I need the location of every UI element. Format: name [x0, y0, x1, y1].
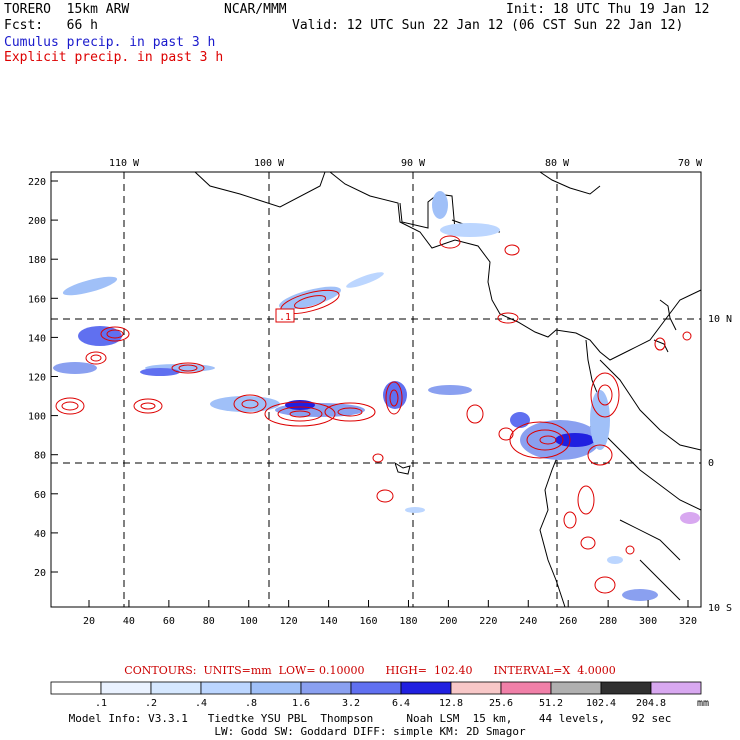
x-tick-label: 200: [439, 616, 457, 627]
colorbar-swatch: [150, 681, 202, 695]
y-tick-label: 80: [34, 451, 46, 462]
x-tick-label: 300: [639, 616, 657, 627]
org-label: NCAR/MMM: [224, 2, 287, 17]
colorbar-swatch: [50, 681, 102, 695]
colorbar-label: 25.6: [489, 698, 513, 709]
colorbar-label: 12.8: [439, 698, 463, 709]
y-tick-label: 160: [28, 294, 46, 305]
latitude-labels: 10 N 0 10 S: [708, 314, 732, 614]
colorbar-swatch: [200, 681, 252, 695]
model-info-line2: LW: Godd SW: Goddard DIFF: simple KM: 2D…: [214, 725, 526, 738]
x-tick-label: 100: [240, 616, 258, 627]
field-cumulus-label: Cumulus precip. in past 3 h: [4, 35, 216, 50]
model-title: TORERO 15km ARW: [4, 2, 130, 17]
x-tick-label: 180: [399, 616, 417, 627]
forecast-hour: Fcst: 66 h: [4, 18, 98, 33]
y-tick-label: 100: [28, 412, 46, 423]
y-tick-label: 140: [28, 333, 46, 344]
colorbar-unit: mm: [697, 698, 709, 709]
x-tick-label: 140: [320, 616, 338, 627]
lon-label: 100 W: [254, 158, 285, 169]
colorbar-swatch: [500, 681, 552, 695]
init-time: Init: 18 UTC Thu 19 Jan 12: [506, 2, 710, 17]
lon-label: 90 W: [401, 158, 426, 169]
lon-label: 110 W: [109, 158, 140, 169]
x-tick-label: 80: [203, 616, 215, 627]
colorbar-swatch: [600, 681, 652, 695]
x-tick-label: 60: [163, 616, 175, 627]
y-tick-label: 60: [34, 490, 46, 501]
y-tick-label: 120: [28, 373, 46, 384]
valid-time: Valid: 12 UTC Sun 22 Jan 12 (06 CST Sun …: [292, 18, 684, 33]
y-tick-label: 180: [28, 255, 46, 266]
x-tick-label: 280: [599, 616, 617, 627]
colorbar-label: .8: [245, 698, 257, 709]
low-marker-value: .1: [279, 312, 291, 323]
colorbar-label: 6.4: [392, 698, 410, 709]
x-tick-label: 240: [519, 616, 537, 627]
colorbar-label: .4: [195, 698, 207, 709]
x-tick-label: 320: [679, 616, 697, 627]
longitude-labels: 110 W 100 W 90 W 80 W 70 W: [109, 158, 703, 169]
field-explicit-label: Explicit precip. in past 3 h: [4, 50, 224, 65]
colorbar-swatch: [250, 681, 302, 695]
colorbar-label: 102.4: [586, 698, 616, 709]
map-frame: [50, 171, 702, 608]
x-tick-label: 220: [479, 616, 497, 627]
x-tick-label: 260: [559, 616, 577, 627]
model-info-line1: Model Info: V3.3.1 Tiedtke YSU PBL Thomp…: [68, 712, 672, 725]
colorbar-label: .2: [145, 698, 157, 709]
colorbar-label: 204.8: [636, 698, 666, 709]
x-tick-label: 40: [123, 616, 135, 627]
x-axis-ticks: 20 40 60 80 100 120 140 160 180 200 220 240 260 280 30…: [83, 600, 697, 627]
colorbar-swatch: [650, 681, 702, 695]
x-tick-label: 120: [280, 616, 298, 627]
y-tick-label: 40: [34, 529, 46, 540]
colorbar-label: 3.2: [342, 698, 360, 709]
lat-label: 10 N: [708, 314, 732, 325]
y-tick-label: 220: [28, 177, 46, 188]
colorbar: .1 .2 .4 .8 1.6 3.2 6.4 12.8 25.6 51.2 102.4 204.8: [50, 681, 702, 709]
colorbar-swatch: [400, 681, 452, 695]
x-tick-label: 20: [83, 616, 95, 627]
y-tick-label: 20: [34, 568, 46, 579]
lon-label: 70 W: [678, 158, 703, 169]
y-axis-ticks: 220 200 180 160 140 120 100 80 60 40 20: [28, 177, 58, 579]
y-tick-label: 200: [28, 216, 46, 227]
coastlines: [194, 171, 702, 608]
explicit-precip-contours: [55, 235, 692, 594]
colorbar-swatch: [450, 681, 502, 695]
colorbar-swatch: [300, 681, 352, 695]
lat-label: 10 S: [708, 603, 732, 614]
colorbar-label: .1: [95, 698, 107, 709]
colorbar-label: 1.6: [292, 698, 310, 709]
lat-label: 0: [708, 458, 714, 469]
colorbar-swatch: [550, 681, 602, 695]
x-tick-label: 160: [360, 616, 378, 627]
lon-label: 80 W: [545, 158, 570, 169]
colorbar-swatch: [350, 681, 402, 695]
low-marker-box: [275, 308, 295, 323]
colorbar-swatch: [100, 681, 152, 695]
contours-info: CONTOURS: UNITS=mm LOW= 0.10000 HIGH= 10…: [124, 664, 616, 677]
colorbar-label: 51.2: [539, 698, 563, 709]
